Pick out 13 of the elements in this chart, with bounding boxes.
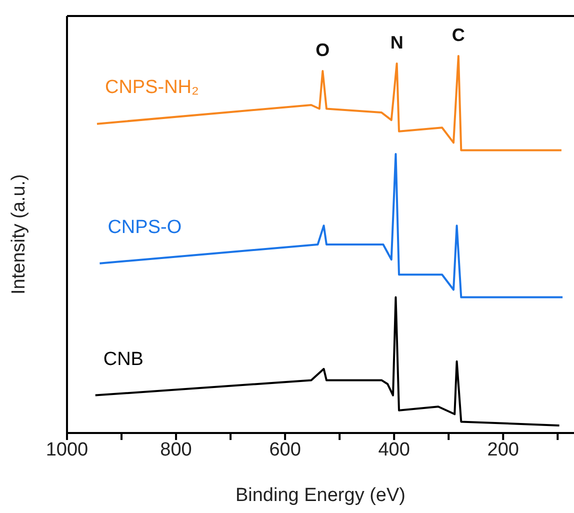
x-tick-label: 800 xyxy=(160,439,192,460)
series-label: CNB xyxy=(103,349,144,370)
series-label: CNPS-NH₂ xyxy=(104,77,199,98)
x-tick-label: 600 xyxy=(269,439,301,460)
x-tick-label: 200 xyxy=(487,439,519,460)
x-tick-label: 400 xyxy=(378,439,410,460)
x-axis-title: Binding Energy (eV) xyxy=(235,485,406,506)
series-label: CNPS-O xyxy=(108,216,182,238)
annotation: O xyxy=(316,40,330,60)
annotation: N xyxy=(390,32,404,53)
x-tick-label: 1000 xyxy=(46,439,88,460)
annotation: C xyxy=(452,25,465,46)
y-axis-title: Intensity (a.u.) xyxy=(8,174,30,294)
